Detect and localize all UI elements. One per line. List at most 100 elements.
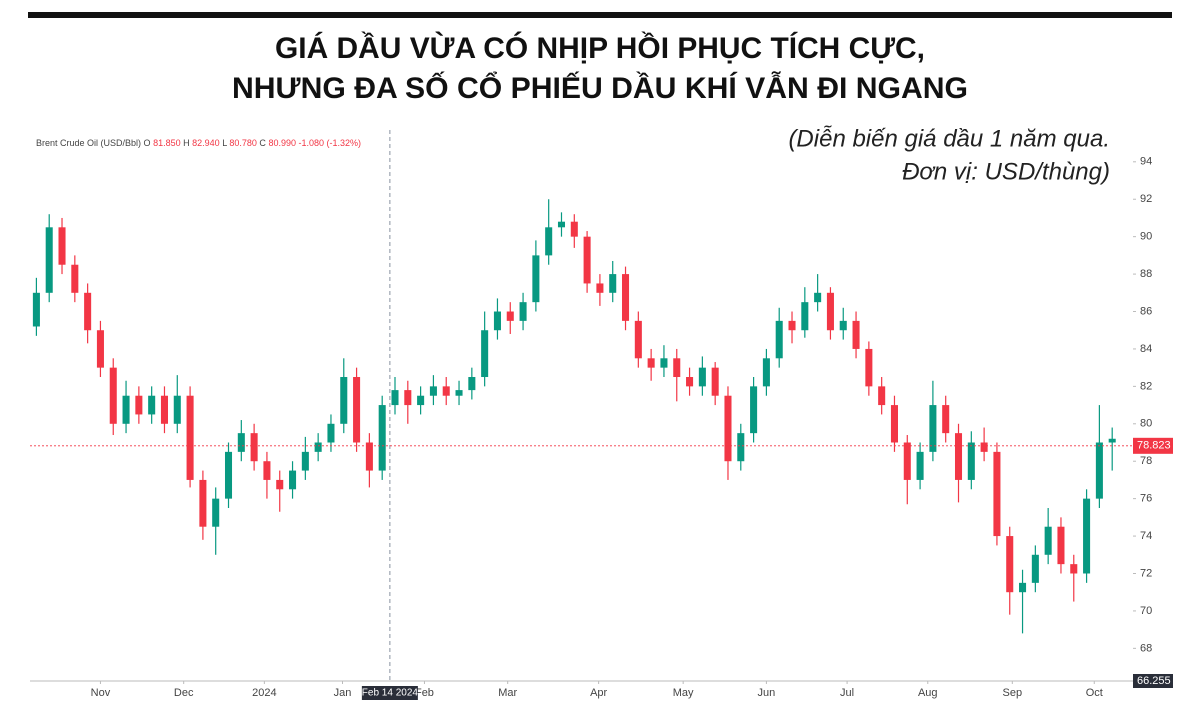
candle-body (378, 405, 386, 471)
plot: Brent Crude Oil (USD/Bbl) O 81.850 H 82.… (30, 130, 1173, 700)
candle-body (1006, 536, 1014, 593)
candle-body (263, 461, 271, 480)
candle-body (468, 377, 476, 391)
crosshair-date-label: Feb 14 2024 (362, 688, 419, 699)
y-tick-label: 80 (1140, 418, 1152, 430)
y-tick-label: 86 (1140, 305, 1152, 317)
candle-body (493, 311, 501, 331)
candle-body (289, 470, 297, 490)
candle-body (109, 367, 117, 424)
x-tick-label: Apr (590, 687, 607, 699)
candle-body (890, 405, 898, 443)
y-tick-label: 74 (1140, 530, 1152, 542)
candle-body (365, 442, 373, 471)
y-tick-label: 78 (1140, 455, 1152, 467)
candle-body (327, 423, 335, 443)
y-tick-label: 90 (1140, 231, 1152, 243)
y-tick-label: 84 (1140, 343, 1152, 355)
x-tick-label: Nov (91, 687, 111, 699)
legend-value: 80.780 (229, 138, 257, 148)
candle-body (224, 451, 233, 499)
legend-value: 80.990 (268, 138, 296, 148)
candle-body (301, 451, 309, 471)
candle-body (71, 264, 79, 293)
candle-body (442, 386, 450, 396)
candle-body (250, 433, 258, 462)
candle-body (993, 451, 1001, 537)
candle-body (506, 311, 514, 321)
x-tick-label: Jul (840, 687, 854, 699)
candle-body (839, 320, 847, 331)
candle-body (852, 320, 860, 349)
candle-body (788, 320, 796, 331)
candle-body (826, 292, 834, 331)
candle-body (455, 390, 463, 396)
candle-body (954, 433, 963, 480)
candle-body (173, 395, 181, 424)
crosshair-price-label: 66.255 (1137, 675, 1171, 687)
candle-body (762, 358, 770, 387)
subtitle-line: (Diễn biến giá dầu 1 năm qua. (788, 124, 1110, 152)
candle-body (967, 442, 975, 480)
legend-key: L (222, 138, 227, 148)
y-tick-label: 72 (1140, 567, 1152, 579)
candle-body (557, 221, 566, 228)
x-tick-label: May (673, 687, 694, 699)
candle-body (775, 320, 783, 359)
last-price-label: 78.823 (1137, 440, 1171, 452)
candle-body (340, 377, 348, 424)
candle-body (404, 390, 412, 406)
title-line: GIÁ DẦU VỪA CÓ NHỊP HỒI PHỤC TÍCH CỰC, (275, 31, 925, 65)
candle-body (801, 302, 809, 331)
candle-body (148, 395, 156, 415)
candle-body (429, 386, 437, 396)
ohlc-legend: Brent Crude Oil (USD/Bbl) O 81.850 H 82.… (36, 138, 361, 148)
candle-body (84, 292, 92, 331)
x-tick-label: Jun (758, 687, 776, 699)
candle-body (750, 386, 758, 434)
x-tick-label: Oct (1086, 687, 1103, 699)
candle-body (698, 367, 706, 387)
legend-value: 81.850 (153, 138, 181, 148)
x-tick-label: Jan (334, 687, 352, 699)
y-tick-label: 70 (1140, 605, 1152, 617)
y-tick-label: 88 (1140, 268, 1152, 280)
candle-body (481, 330, 489, 378)
candle-body (276, 479, 284, 490)
x-tick-label: Sep (1003, 687, 1023, 699)
candle-body (865, 348, 873, 387)
candle-body (596, 283, 604, 293)
candle-body (660, 358, 668, 368)
candle-body (929, 405, 937, 452)
y-tick-label: 94 (1140, 156, 1152, 168)
legend-change: -1.080 (-1.32%) (298, 138, 361, 148)
candle-body (916, 451, 924, 480)
candle-body (353, 377, 361, 443)
candle-body (686, 377, 694, 387)
candle-body (1108, 438, 1116, 443)
candle-body (647, 358, 655, 368)
candle-body (942, 405, 950, 434)
candle-body (814, 292, 822, 303)
candle-body (45, 227, 53, 293)
subtitle-line: Đơn vị: USD/thùng) (902, 158, 1110, 185)
candle-body (160, 395, 168, 424)
candle-body (980, 442, 988, 452)
candle-body (903, 442, 911, 480)
candle-body (237, 433, 245, 452)
candle-body (1019, 582, 1027, 593)
candle-body (545, 227, 553, 256)
x-tick-label: 2024 (252, 687, 276, 699)
candle-body (737, 433, 745, 462)
candle-body (1083, 498, 1091, 574)
title-line: NHƯNG ĐA SỐ CỔ PHIẾU DẦU KHÍ VẪN ĐI NGAN… (232, 71, 968, 105)
y-tick-label: 76 (1140, 493, 1152, 505)
candle-body (583, 236, 591, 284)
candle-body (212, 498, 220, 527)
legend-key: C (259, 138, 266, 148)
candle-body (532, 255, 540, 303)
candle-body (199, 479, 207, 527)
last-price-box (1133, 437, 1173, 454)
